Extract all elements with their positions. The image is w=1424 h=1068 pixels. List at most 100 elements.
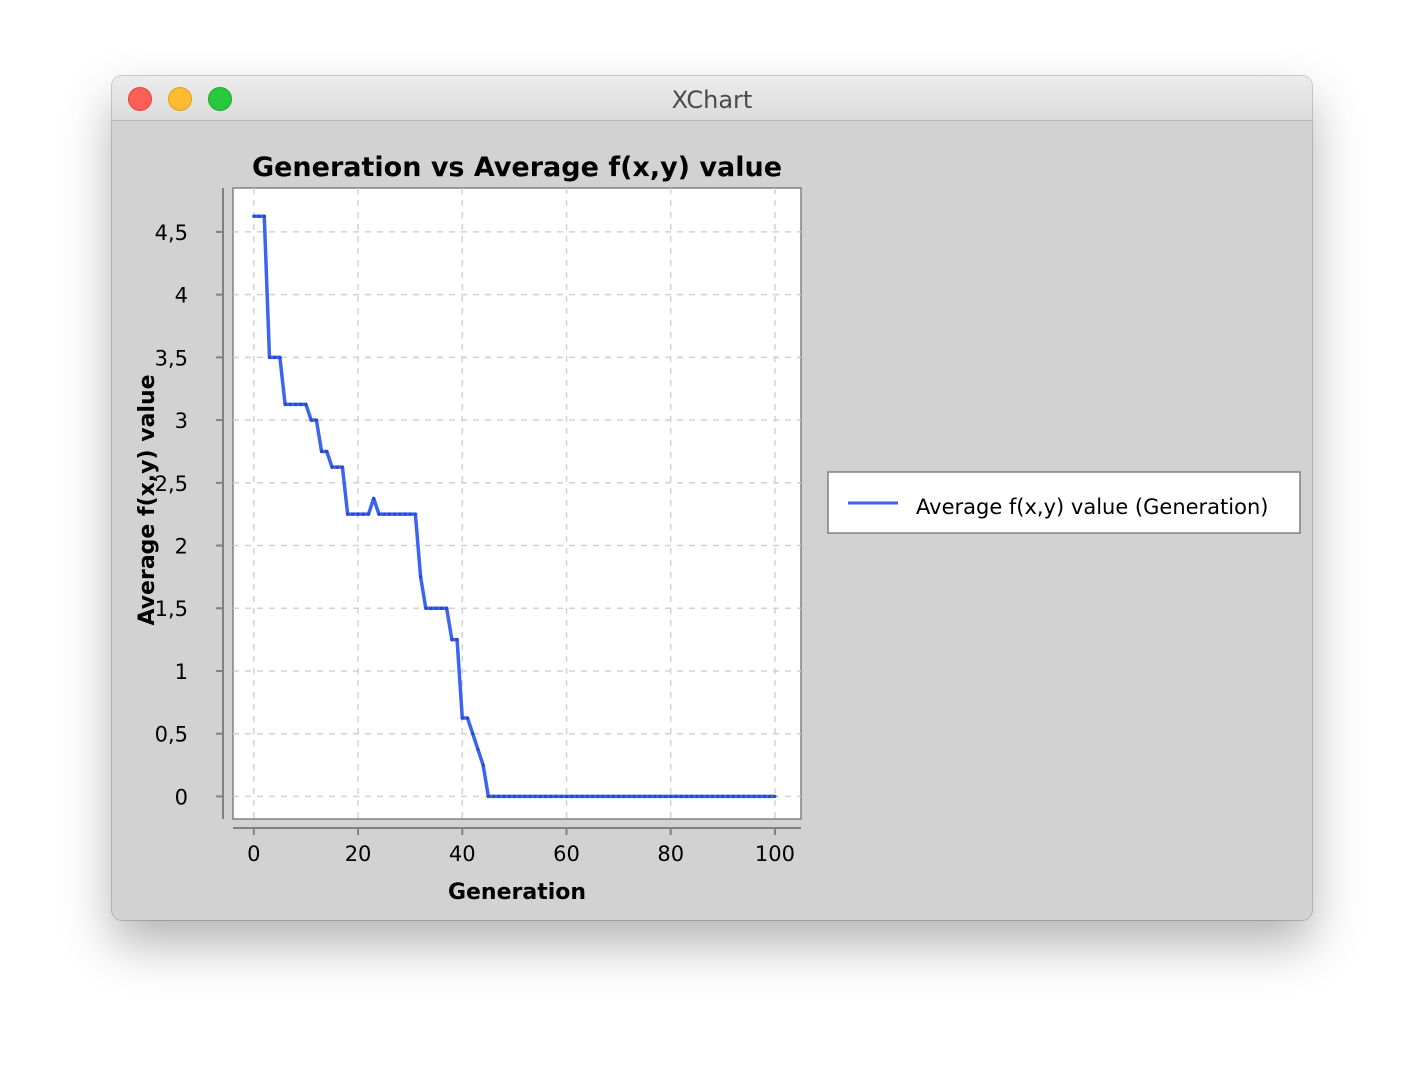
data-point [622,794,626,799]
data-point [689,794,694,799]
data-point [335,465,339,469]
data-point [627,794,631,799]
x-tick-label: 0 [247,842,260,866]
data-point [481,763,485,767]
data-point [757,794,761,799]
data-point [747,794,751,799]
data-point [773,794,777,799]
data-point [762,794,767,799]
zoom-window-button[interactable] [208,87,232,111]
data-point [304,402,308,406]
grid-lines [233,188,801,819]
data-point [299,402,303,406]
data-point [648,794,652,799]
y-tick-label: 1 [175,660,188,684]
data-point [637,794,642,799]
data-point [319,449,324,454]
y-tick-label: 4 [175,284,188,308]
y-tick-label: 1,5 [155,597,188,621]
y-tick-label: 0 [175,785,188,809]
x-axis-label: Generation [448,880,586,905]
data-point [731,794,735,799]
data-point [533,794,537,799]
data-point [382,512,386,516]
data-point [465,716,470,720]
data-point [721,794,725,799]
data-point [283,402,287,406]
data-point [418,575,423,579]
data-point [658,794,662,799]
data-point [455,638,459,642]
data-point [439,606,444,610]
plot-area [232,187,802,820]
legend-box [827,471,1301,534]
chart-title: Generation vs Average f(x,y) value [252,152,782,183]
series-group [252,214,777,799]
legend: Average f(x,y) value (Generation) [827,471,1301,534]
data-point [491,794,496,799]
data-point [424,606,428,610]
x-tick-label: 100 [755,842,795,866]
data-point [486,794,490,799]
data-point [538,794,543,799]
data-point [252,214,256,218]
data-point [575,794,579,799]
data-point [684,794,688,799]
data-point [554,794,558,799]
data-point [585,794,589,799]
minimize-window-button[interactable] [168,87,192,111]
xchart-window: XChart 0 0,5 1 1,5 2 2,5 3 3,5 4 4,5 0 20 40 60 80 100… [112,76,1312,920]
data-point [450,638,454,642]
data-point [726,794,730,799]
x-axis-ticks: 0 20 40 60 80 100 [247,828,795,866]
data-point [596,794,600,799]
data-point [361,512,365,516]
data-point [387,512,391,516]
data-point [617,794,621,799]
y-tick-label: 2,5 [155,472,188,496]
data-point [528,794,532,799]
data-point [716,794,720,799]
data-point [434,606,438,610]
data-point [523,794,527,799]
data-point [273,355,277,359]
data-point [606,794,610,799]
data-point [372,496,376,501]
data-point [262,214,266,218]
data-point [549,794,553,799]
data-point [674,794,678,799]
data-point [497,794,501,799]
data-point [590,794,595,799]
data-point [351,512,355,516]
data-point [768,794,772,799]
data-point [403,512,407,516]
data-point [502,794,506,799]
data-point [752,794,756,799]
data-point [408,512,412,516]
data-point [710,794,715,799]
y-axis-ticks: 0 0,5 1 1,5 2 2,5 3 3,5 4 4,5 [155,221,223,809]
window-title: XChart [671,86,753,114]
data-point [356,512,360,516]
data-point [471,732,475,736]
data-point [445,606,449,610]
data-point [512,794,516,799]
close-window-button[interactable] [128,87,152,111]
data-point [611,794,616,799]
data-point [705,794,709,799]
data-point [309,418,313,422]
data-point [267,355,272,359]
data-point [476,747,480,751]
data-point [601,794,605,799]
data-point [742,794,746,799]
x-tick-label: 20 [345,842,372,866]
data-point [278,355,282,359]
data-point [398,512,402,516]
data-point [518,794,522,799]
title-bar[interactable]: XChart [112,76,1312,121]
data-point [632,794,636,799]
data-point [564,794,569,799]
data-point [460,716,464,720]
data-point [314,418,318,422]
data-point [366,512,371,516]
